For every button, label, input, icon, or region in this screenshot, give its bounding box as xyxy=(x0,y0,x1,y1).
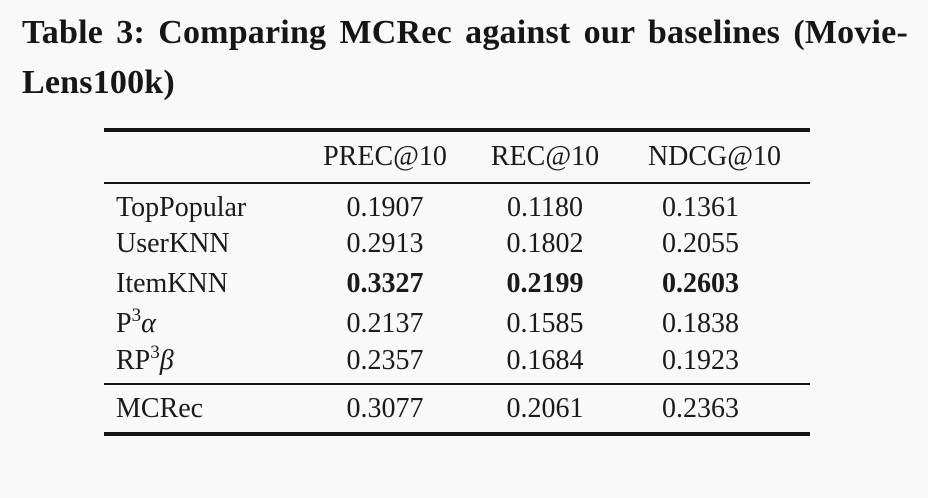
cell-prec10: 0.1907 xyxy=(346,192,424,223)
cell-prec10-best: 0.3327 xyxy=(346,268,424,299)
mcrec-section: MCRec 0.3077 0.2061 0.2363 xyxy=(104,384,810,434)
method-name: ItemKNN xyxy=(116,268,228,299)
cell-ndcg10: 0.1838 xyxy=(662,308,739,339)
table-row-itemknn: ItemKNN 0.3327 0.2199 0.2603 xyxy=(104,264,810,304)
row-label: RP3β xyxy=(104,341,299,384)
row-label: P3α xyxy=(104,304,299,344)
table-row-userknn: UserKNN 0.2913 0.1802 0.2055 xyxy=(104,224,810,264)
results-table: PREC@10 REC@10 NDCG@10 TopPopular 0.1907… xyxy=(104,128,810,436)
method-name: UserKNN xyxy=(116,228,230,259)
cell-rec10: 0.1180 xyxy=(507,192,583,223)
method-name: MCRec xyxy=(116,392,204,424)
table-caption: Table 3: Comparing MCRec against our bas… xyxy=(22,8,908,108)
method-greek-letter: β xyxy=(159,344,174,376)
row-label: MCRec xyxy=(104,384,299,434)
cell-rec10: 0.1585 xyxy=(506,308,584,339)
cell-prec10: 0.2913 xyxy=(346,228,424,259)
cell-rec10: 0.2061 xyxy=(506,392,584,424)
table-header-row: PREC@10 REC@10 NDCG@10 xyxy=(104,130,810,183)
table-row-rp3beta: RP3β 0.2357 0.1684 0.1923 xyxy=(104,341,810,384)
cell-ndcg10: 0.1361 xyxy=(662,192,739,223)
table-caption-line-1: Table 3: Comparing MCRec against our bas… xyxy=(22,14,908,51)
cell-rec10: 0.1802 xyxy=(506,228,584,259)
cell-ndcg10: 0.2363 xyxy=(662,392,739,424)
header-ndcg10: NDCG@10 xyxy=(647,141,782,172)
row-label: ItemKNN xyxy=(104,264,299,304)
cell-prec10: 0.2137 xyxy=(346,308,424,339)
row-label: UserKNN xyxy=(104,224,299,264)
row-label: TopPopular xyxy=(104,183,299,224)
header-rec10: REC@10 xyxy=(490,141,600,172)
cell-rec10-best: 0.2199 xyxy=(506,268,584,299)
method-superscript: 3 xyxy=(131,305,142,326)
table-row-p3alpha: P3α 0.2137 0.1585 0.1838 xyxy=(104,304,810,344)
cell-prec10: 0.3077 xyxy=(346,392,424,424)
method-name: TopPopular xyxy=(116,192,247,223)
method-name: RP xyxy=(116,344,151,376)
baselines-section: TopPopular 0.1907 0.1180 0.1361 UserKNN … xyxy=(104,183,810,384)
table-row-toppopular: TopPopular 0.1907 0.1180 0.1361 xyxy=(104,183,810,224)
table-row-mcrec: MCRec 0.3077 0.2061 0.2363 xyxy=(104,384,810,434)
cell-ndcg10: 0.1923 xyxy=(662,344,739,376)
cell-ndcg10-best: 0.2603 xyxy=(662,268,739,299)
header-prec10: PREC@10 xyxy=(323,141,447,172)
method-greek-letter: α xyxy=(141,308,156,339)
cell-ndcg10: 0.2055 xyxy=(662,228,739,259)
table-caption-line-2: Lens100k) xyxy=(22,64,175,101)
cell-rec10: 0.1684 xyxy=(506,344,584,376)
cell-prec10: 0.2357 xyxy=(346,344,424,376)
method-name: P xyxy=(116,308,132,339)
header-empty-cell xyxy=(104,130,299,183)
method-superscript: 3 xyxy=(150,341,160,363)
